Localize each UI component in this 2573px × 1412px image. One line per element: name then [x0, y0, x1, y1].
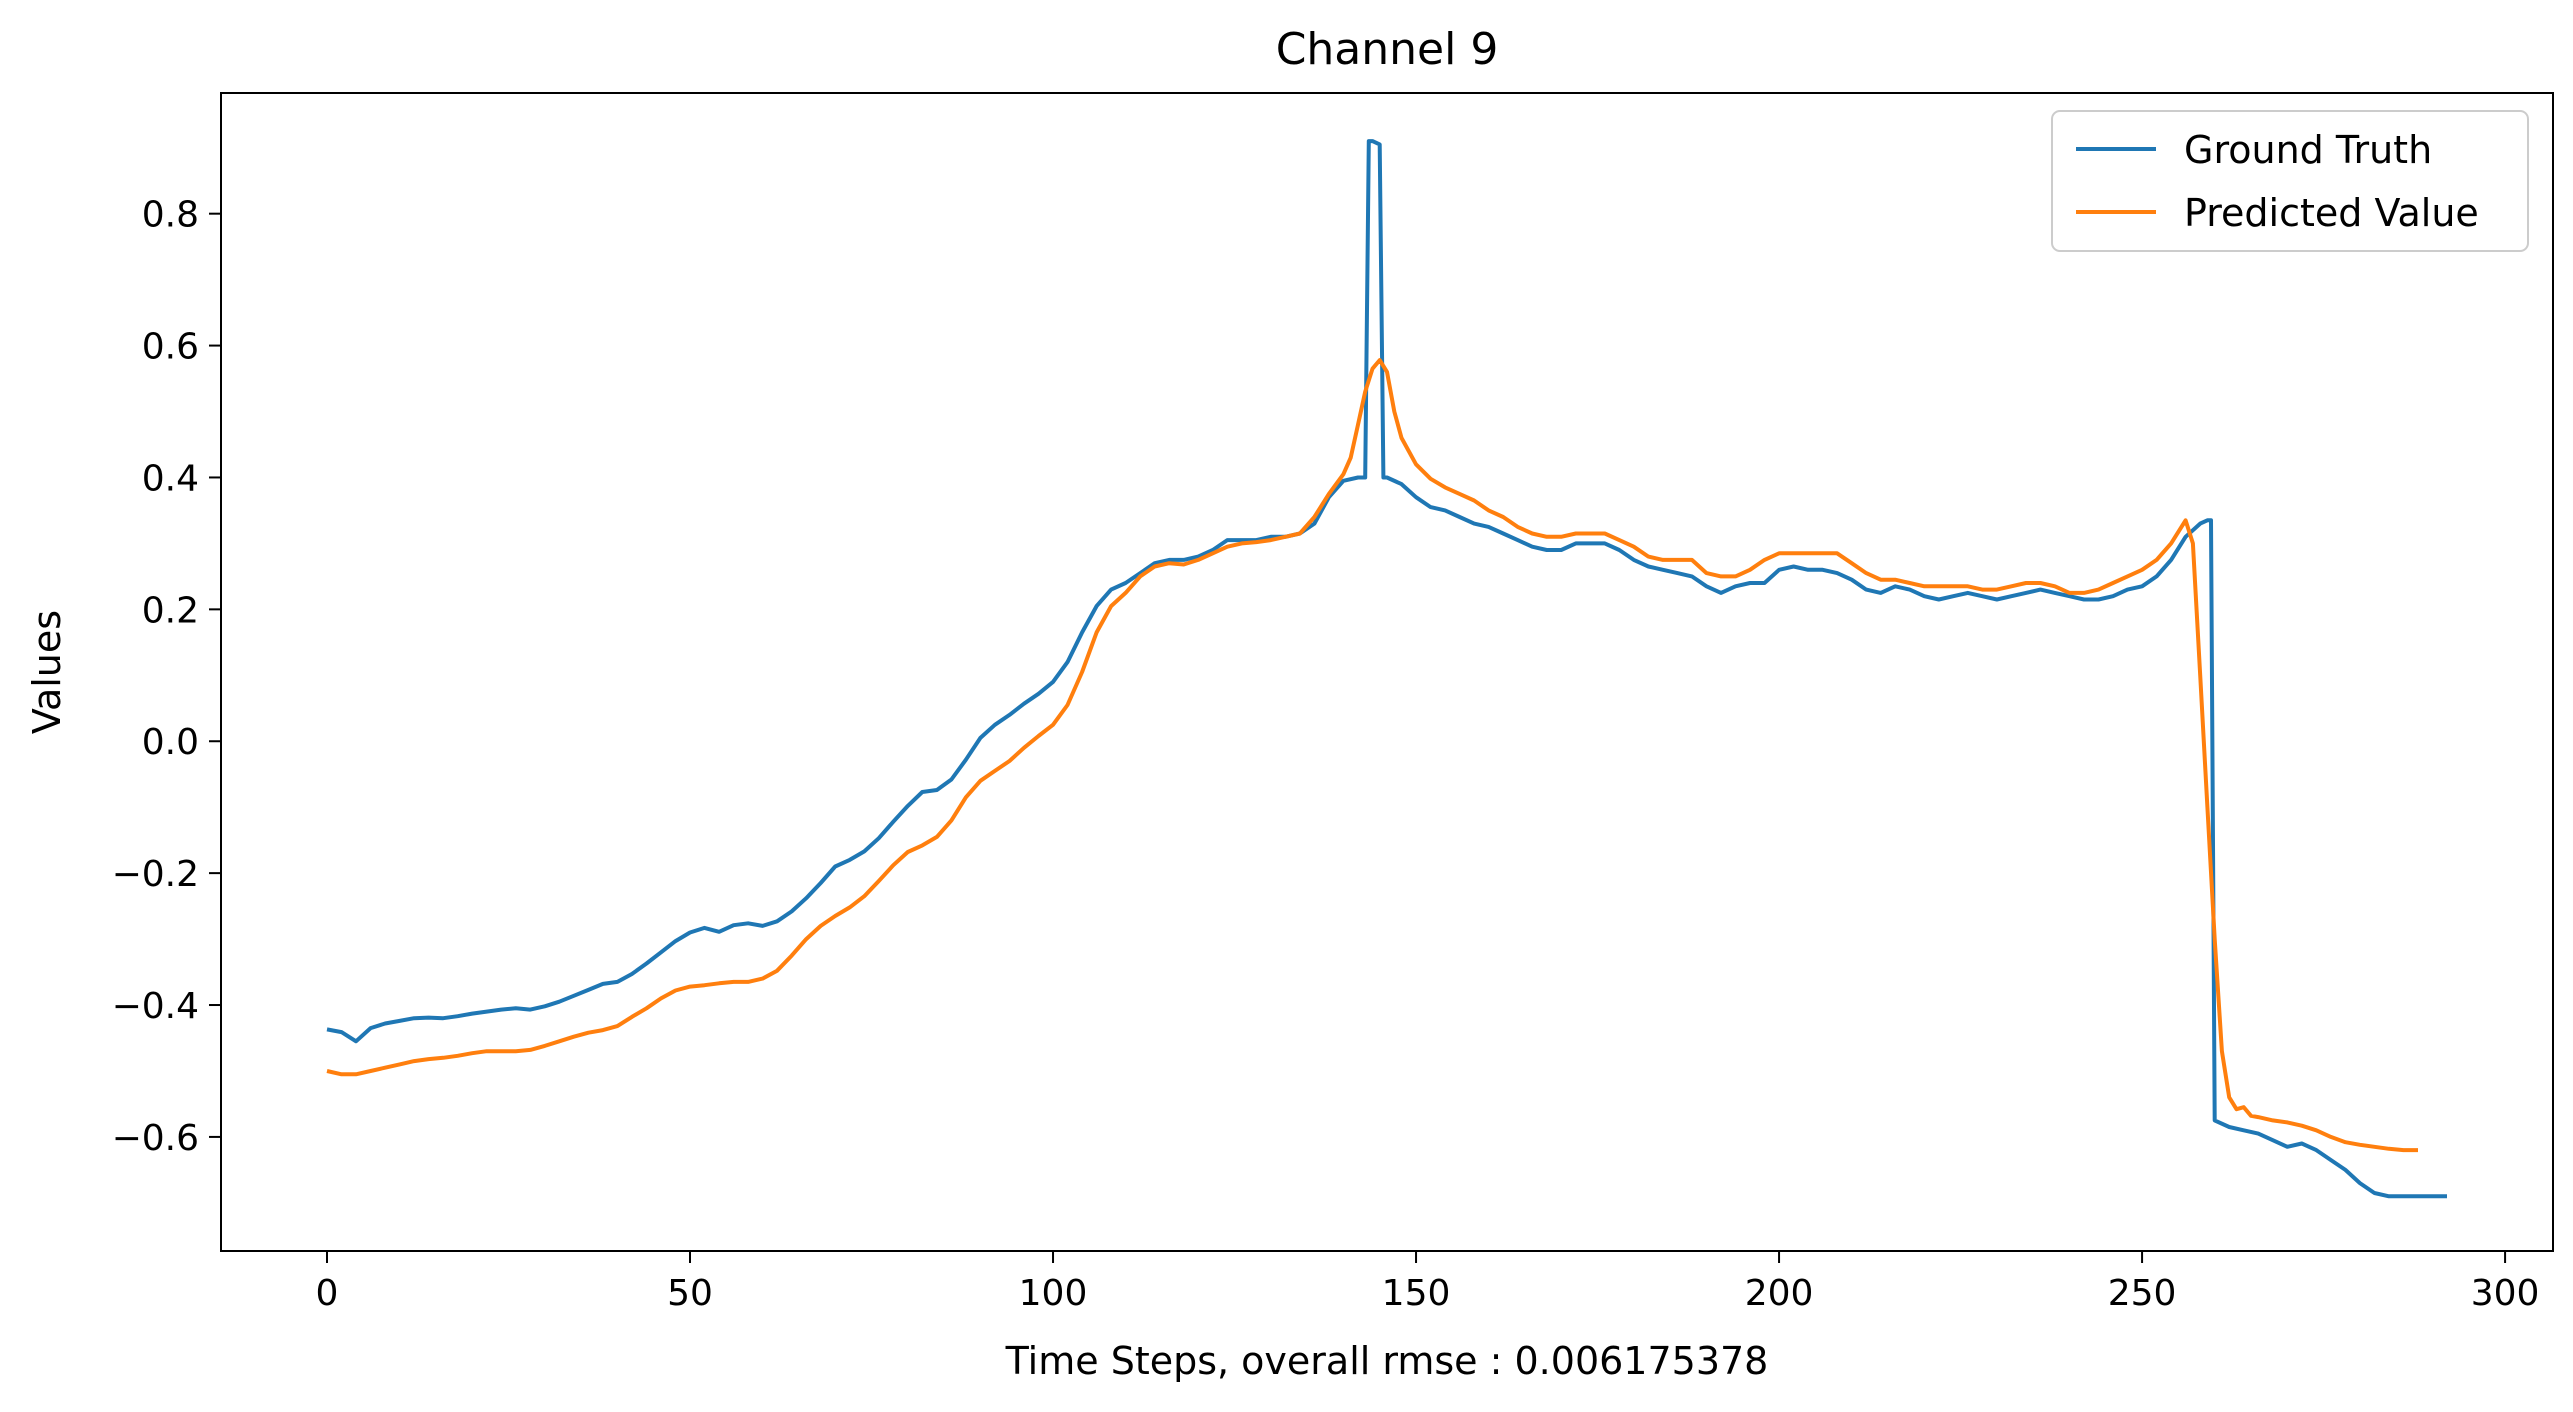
- series-line-predicted-value: [326, 358, 2418, 1153]
- chart-title: Channel 9: [1276, 24, 1499, 75]
- series-group: [326, 139, 2447, 1199]
- y-tick-label: 0.2: [142, 590, 199, 631]
- x-axis-label: Time Steps, overall rmse : 0.006175378: [1005, 1339, 1769, 1383]
- x-tick-label: 100: [1019, 1273, 1088, 1314]
- x-tick-label: 150: [1382, 1273, 1451, 1314]
- plot-area: [326, 139, 2447, 1199]
- y-tick-label: 0.4: [142, 458, 199, 499]
- x-axis-ticks: 0 50 100 150 200 250 300: [316, 1251, 2540, 1314]
- x-tick-label: 300: [2471, 1273, 2540, 1314]
- y-tick-label: 0.8: [142, 195, 199, 236]
- y-tick-label: −0.6: [112, 1118, 199, 1159]
- series-line-ground-truth: [326, 139, 2447, 1199]
- y-tick-label: 0.6: [142, 327, 199, 368]
- x-tick-label: 200: [1745, 1273, 1814, 1314]
- y-tick-label: 0.0: [142, 722, 199, 763]
- legend-label-predicted-value: Predicted Value: [2184, 191, 2479, 235]
- x-tick-label: 50: [667, 1273, 713, 1314]
- y-tick-label: −0.2: [112, 854, 199, 895]
- y-axis-ticks: −0.6 −0.4 −0.2 0.0 0.2 0.4 0.6 0.8: [112, 195, 221, 1159]
- y-tick-label: −0.4: [112, 986, 199, 1027]
- chart-legend: Ground Truth Predicted Value: [2051, 110, 2529, 252]
- x-tick-label: 0: [316, 1273, 339, 1314]
- y-axis-label: Values: [25, 610, 69, 734]
- x-tick-label: 250: [2108, 1273, 2177, 1314]
- plot-frame: [220, 92, 2554, 1252]
- legend-box: [2051, 110, 2529, 252]
- legend-label-ground-truth: Ground Truth: [2184, 128, 2432, 172]
